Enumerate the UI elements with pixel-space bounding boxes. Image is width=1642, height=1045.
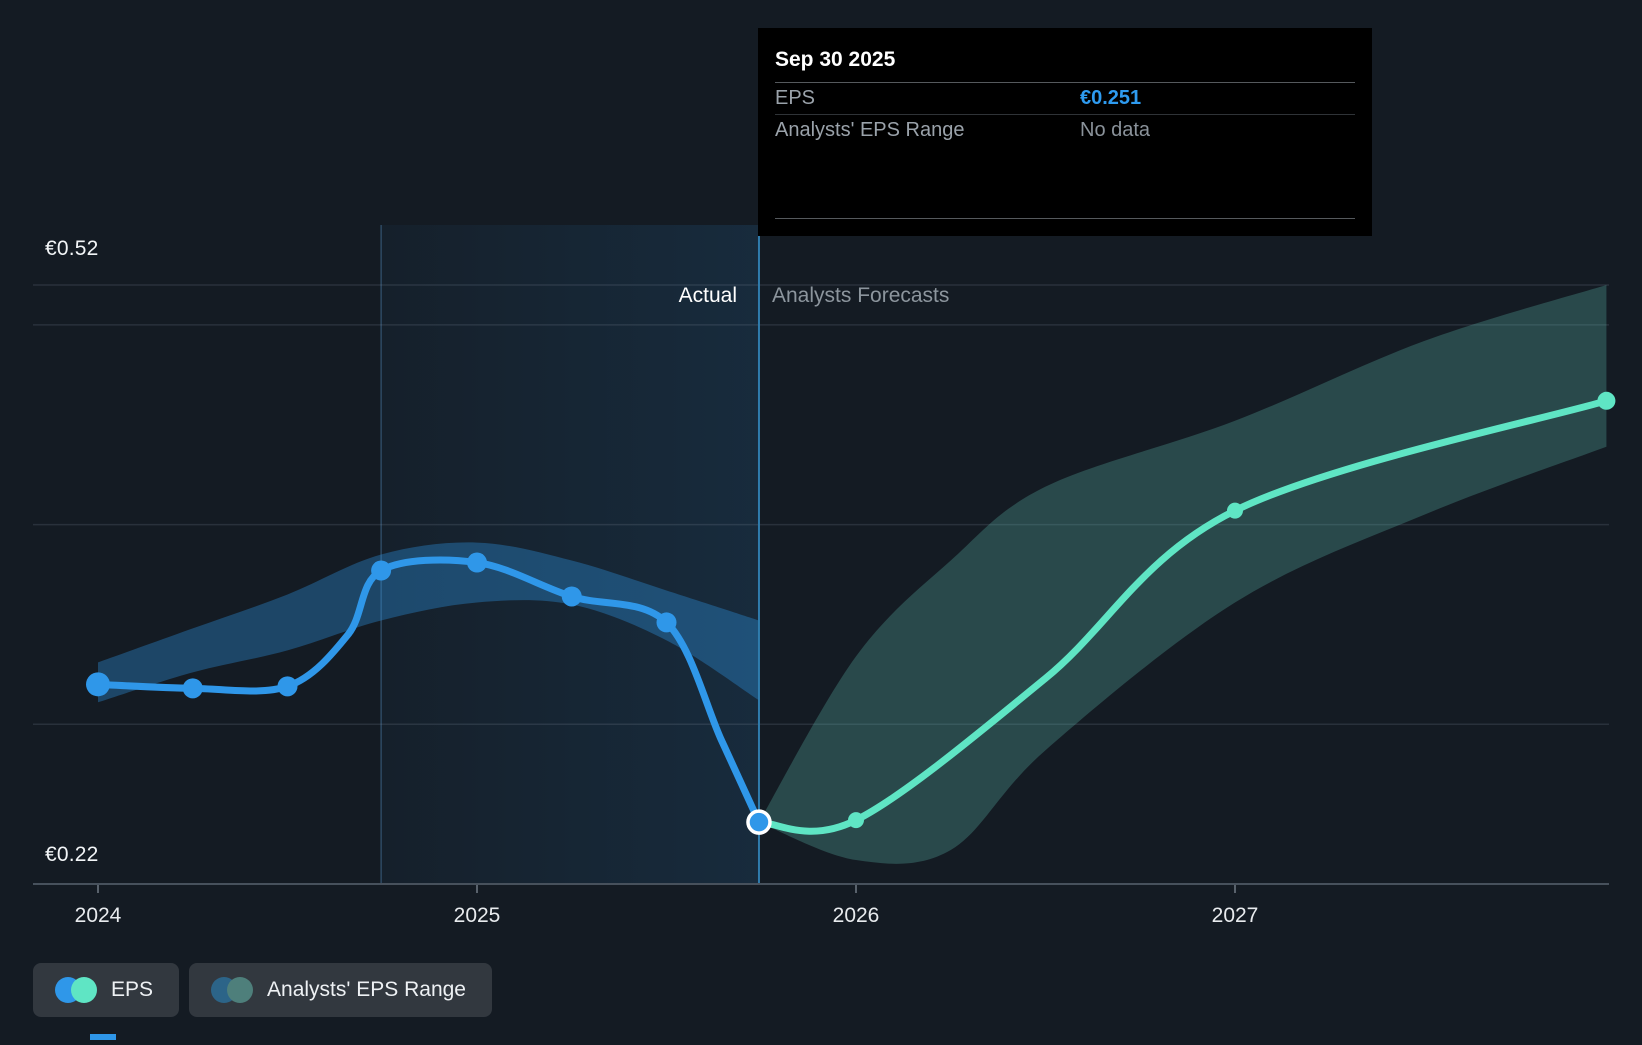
y-axis-bottom-label: €0.22 <box>45 843 99 866</box>
actual-region-label: Actual <box>678 284 737 307</box>
tooltip-divider <box>775 114 1355 115</box>
x-axis-label-2025: 2025 <box>453 904 501 927</box>
tooltip-row-eps: EPS €0.251 <box>775 82 1355 114</box>
tooltip-range-label: Analysts' EPS Range <box>775 118 965 141</box>
tooltip-divider <box>775 82 1355 83</box>
legend-item-eps[interactable]: EPS <box>33 963 180 1017</box>
tooltip-eps-value: €0.251 <box>1080 86 1142 109</box>
legend-eps-label: EPS <box>111 978 154 1001</box>
legend-item-analysts-eps-range[interactable]: Analysts' EPS Range <box>189 963 492 1017</box>
tooltip-row-range: Analysts' EPS Range No data <box>775 114 1355 146</box>
eps-legend-dots-icon <box>55 977 97 1003</box>
tooltip-range-value: No data <box>1080 118 1151 141</box>
forecast-region-label: Analysts Forecasts <box>772 284 950 307</box>
x-axis-label-2026: 2026 <box>832 904 880 927</box>
y-axis-top-label: €0.52 <box>45 237 99 260</box>
chart-tooltip: Sep 30 2025 EPS €0.251 Analysts' EPS Ran… <box>758 28 1372 236</box>
tooltip-date: Sep 30 2025 <box>775 48 896 71</box>
x-axis-label-2024: 2024 <box>74 904 122 927</box>
page-bottom-accent <box>90 1034 116 1040</box>
tooltip-eps-label: EPS <box>775 86 816 109</box>
range-legend-dots-icon <box>211 977 254 1003</box>
tooltip-divider <box>775 218 1355 219</box>
x-axis-label-2027: 2027 <box>1211 904 1259 927</box>
chart-legend: EPS Analysts' EPS Range <box>33 963 492 1017</box>
legend-range-label: Analysts' EPS Range <box>267 978 466 1001</box>
